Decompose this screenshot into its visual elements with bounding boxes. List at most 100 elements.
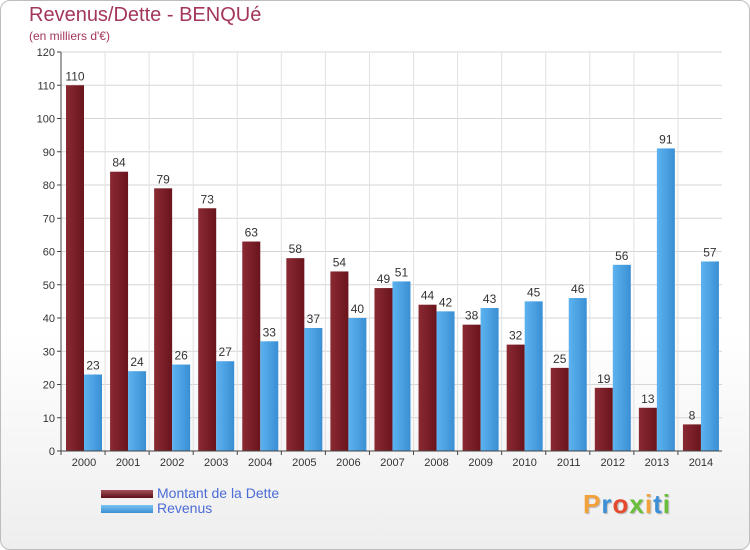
x-tick-label-2007: 2007 <box>380 457 404 469</box>
bar-dette-2001 <box>110 171 129 451</box>
x-tick-label-2000: 2000 <box>72 457 96 469</box>
chart-subtitle: (en milliers d'€) <box>29 29 110 43</box>
bar-dette-2005 <box>286 258 305 451</box>
data-label-dette-2013: 13 <box>641 392 655 406</box>
bar-dette-2010 <box>506 344 525 451</box>
data-label-revenus-2000: 23 <box>86 359 100 373</box>
bar-dette-2013 <box>638 407 657 451</box>
y-tick-label-60: 60 <box>43 247 55 259</box>
y-tick-label-100: 100 <box>37 114 55 126</box>
bar-revenus-2003 <box>216 361 235 451</box>
data-label-dette-2009: 38 <box>465 309 479 323</box>
chart-title: Revenus/Dette - BENQUé <box>29 4 262 26</box>
x-tick-label-2004: 2004 <box>248 457 272 469</box>
logo-letter: o <box>612 489 630 519</box>
data-label-revenus-2001: 24 <box>130 355 144 369</box>
bar-revenus-2007 <box>392 281 411 451</box>
bar-revenus-2009 <box>480 308 499 451</box>
logo-letter: t <box>653 489 663 519</box>
data-label-revenus-2008: 42 <box>439 295 453 309</box>
bar-revenus-2014 <box>700 261 719 451</box>
y-tick-label-40: 40 <box>43 313 55 325</box>
bar-dette-2012 <box>594 387 613 451</box>
logo-letter: i <box>662 489 671 519</box>
logo-letter: i <box>644 489 654 519</box>
bar-dette-2004 <box>242 241 261 451</box>
x-tick-label-2006: 2006 <box>336 457 360 469</box>
data-label-revenus-2009: 43 <box>483 292 497 306</box>
x-tick-label-2005: 2005 <box>292 457 316 469</box>
bar-dette-2000 <box>66 85 84 451</box>
bar-revenus-2004 <box>260 341 279 451</box>
data-label-revenus-2012: 56 <box>615 249 629 263</box>
data-label-revenus-2007: 51 <box>395 265 409 279</box>
proxiti-logo: Proxiti <box>583 489 671 520</box>
data-label-revenus-2006: 40 <box>351 302 365 316</box>
bar-revenus-2011 <box>568 298 587 451</box>
bar-revenus-2005 <box>304 327 323 451</box>
data-label-dette-2012: 19 <box>597 372 611 386</box>
bar-revenus-2002 <box>172 364 191 451</box>
bar-revenus-2006 <box>348 318 367 451</box>
bar-revenus-2008 <box>436 311 455 451</box>
data-label-dette-2007: 49 <box>377 272 391 286</box>
data-label-dette-2008: 44 <box>421 289 435 303</box>
data-label-dette-2011: 25 <box>553 352 567 366</box>
x-tick-label-2013: 2013 <box>645 457 669 469</box>
x-tick-label-2011: 2011 <box>557 457 581 469</box>
data-label-revenus-2004: 33 <box>263 325 277 339</box>
bar-dette-2003 <box>198 208 217 451</box>
bar-revenus-2012 <box>612 264 631 451</box>
bar-dette-2002 <box>154 188 173 451</box>
y-tick-label-120: 120 <box>37 47 55 59</box>
data-label-revenus-2005: 37 <box>307 312 321 326</box>
x-tick-label-2012: 2012 <box>601 457 625 469</box>
y-tick-label-50: 50 <box>43 280 55 292</box>
data-label-dette-2002: 79 <box>156 172 170 186</box>
bar-dette-2007 <box>374 288 393 451</box>
bar-dette-2014 <box>682 424 701 451</box>
data-label-dette-2003: 73 <box>201 192 215 206</box>
y-tick-label-10: 10 <box>43 413 55 425</box>
y-tick-label-70: 70 <box>43 213 55 225</box>
x-tick-label-2001: 2001 <box>116 457 140 469</box>
y-tick-label-20: 20 <box>43 380 55 392</box>
bar-dette-2009 <box>462 324 481 451</box>
data-label-revenus-2010: 45 <box>527 285 541 299</box>
data-label-dette-2004: 63 <box>245 226 259 240</box>
legend-swatch-dette <box>101 490 153 498</box>
data-label-dette-2014: 8 <box>689 408 696 422</box>
y-tick-label-30: 30 <box>43 346 55 358</box>
y-tick-label-0: 0 <box>49 446 55 458</box>
legend-label-revenus: Revenus <box>157 500 213 516</box>
data-label-dette-2001: 84 <box>112 156 126 170</box>
legend-swatch-revenus <box>101 505 153 513</box>
y-tick-label-90: 90 <box>43 147 55 159</box>
x-tick-label-2009: 2009 <box>468 457 492 469</box>
data-label-dette-2006: 54 <box>333 255 347 269</box>
data-label-revenus-2013: 91 <box>659 132 673 146</box>
bar-dette-2006 <box>330 271 349 451</box>
data-label-dette-2010: 32 <box>509 329 523 343</box>
bar-dette-2011 <box>550 367 569 451</box>
logo-letter: P <box>583 489 602 519</box>
x-tick-label-2010: 2010 <box>512 457 536 469</box>
x-tick-label-2014: 2014 <box>689 457 713 469</box>
data-label-dette-2000: 110 <box>65 69 84 83</box>
x-tick-label-2003: 2003 <box>204 457 228 469</box>
bar-revenus-2000 <box>84 374 102 451</box>
bar-revenus-2001 <box>128 371 147 451</box>
data-label-revenus-2002: 26 <box>174 349 188 363</box>
y-tick-label-80: 80 <box>43 180 55 192</box>
bar-revenus-2013 <box>656 148 675 452</box>
bar-dette-2008 <box>418 304 437 451</box>
legend-label-dette: Montant de la Dette <box>157 485 280 501</box>
x-tick-label-2008: 2008 <box>424 457 448 469</box>
data-label-revenus-2014: 57 <box>703 245 717 259</box>
bar-revenus-2010 <box>524 301 543 451</box>
logo-letter: r <box>601 489 613 519</box>
data-label-revenus-2003: 27 <box>219 345 233 359</box>
logo-letter: x <box>629 489 645 519</box>
